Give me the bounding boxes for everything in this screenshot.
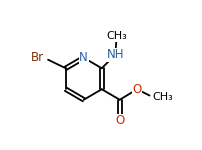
Text: NH: NH: [106, 48, 124, 61]
Text: Br: Br: [31, 51, 44, 64]
Text: N: N: [79, 51, 88, 64]
Text: O: O: [115, 114, 124, 127]
Text: CH₃: CH₃: [152, 92, 173, 102]
Text: O: O: [132, 83, 142, 96]
Text: CH₃: CH₃: [106, 31, 127, 41]
